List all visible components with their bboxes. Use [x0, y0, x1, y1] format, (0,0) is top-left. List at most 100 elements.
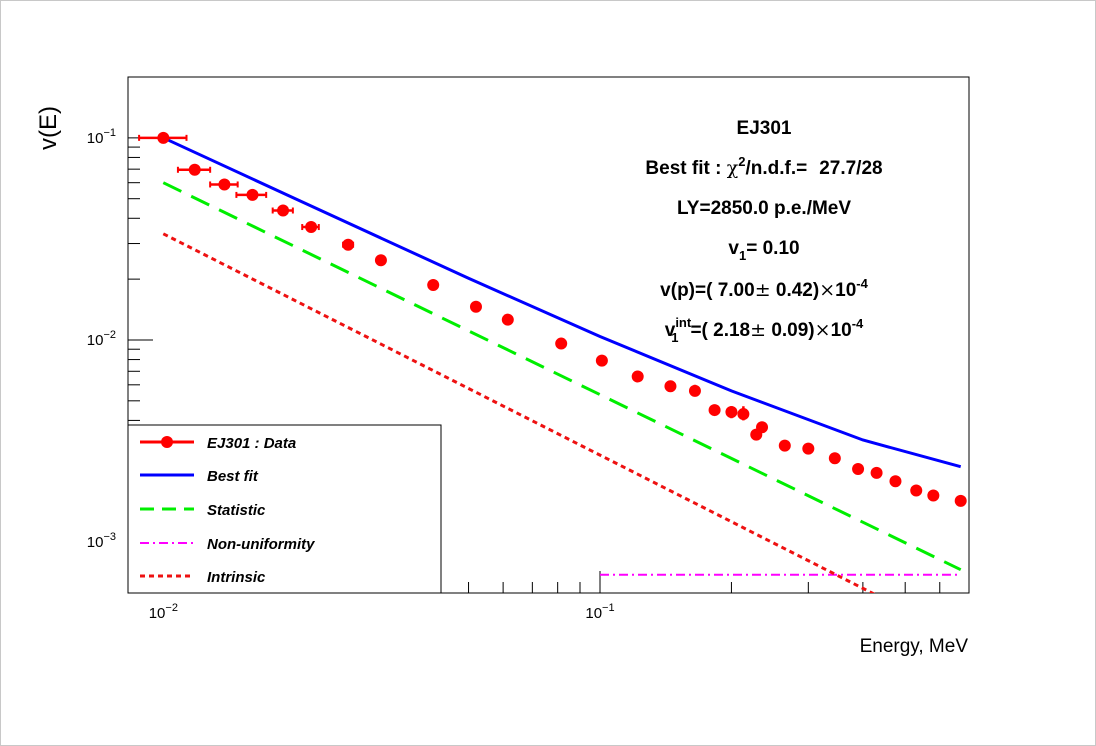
data-marker: [802, 442, 815, 455]
data-marker: [664, 380, 677, 393]
legend-swatch-data-marker: [161, 436, 173, 448]
data-point: [235, 188, 268, 201]
ann-vint-exp: -4: [852, 316, 864, 331]
ann-vint-sub: 1: [671, 330, 678, 345]
data-point: [737, 406, 750, 421]
data-marker: [595, 354, 608, 367]
x-tick-label: 10−1: [585, 602, 614, 622]
ann-vp-exp: -4: [856, 276, 868, 291]
curve-intr: [162, 232, 876, 593]
data-marker: [828, 452, 841, 465]
ann-vint-times: ×: [815, 319, 831, 341]
x-axis-title: Energy, MeV: [860, 636, 969, 657]
y-axis-title: v(E): [35, 106, 62, 150]
data-point: [209, 178, 239, 191]
data-marker: [954, 494, 967, 507]
data-marker: [218, 178, 231, 191]
data-marker: [188, 163, 201, 176]
ann-vint-pm: ±: [750, 319, 766, 341]
data-marker: [910, 484, 923, 497]
ann-fit-prefix: Best fit :: [645, 158, 726, 179]
data-marker: [427, 279, 440, 292]
data-point: [870, 466, 883, 479]
ann-chi-sup: 2: [738, 154, 745, 169]
y-tick-label: 10−2: [87, 329, 116, 349]
ann-vint-prefix: =( 2.18: [690, 320, 750, 341]
ann-v1-sub: 1: [739, 248, 746, 263]
data-point: [138, 131, 188, 144]
data-point: [664, 380, 677, 393]
legend-label-data: EJ301 : Data: [207, 435, 296, 452]
ann-v1-line: v1= 0.10: [728, 238, 799, 263]
legend-label-nonuni: Non-uniformity: [207, 536, 315, 553]
ann-ly: LY=2850.0 p.e./MeV: [677, 198, 851, 219]
data-point: [852, 462, 865, 475]
ann-vp-ten: 10: [835, 280, 856, 301]
ann-chi: χ: [727, 157, 739, 179]
data-marker: [756, 421, 769, 434]
y-tick-label-exp: −1: [103, 127, 116, 139]
data-point: [469, 300, 482, 313]
legend-label-fit: Best fit: [207, 468, 259, 485]
legend: EJ301 : Data Best fit Statistic Non-unif…: [127, 424, 442, 594]
tick-labels: 10−2 10−110−110−210−3: [87, 127, 615, 622]
data-point: [828, 452, 841, 465]
ann-vint-line: vint 1 =( 2.18± 0.09)×10-4: [665, 315, 864, 345]
x-tick-label: 10−2: [149, 602, 178, 622]
model-curves: [162, 136, 962, 593]
data-marker: [737, 408, 750, 421]
data-point: [725, 406, 738, 419]
data-marker: [501, 313, 514, 326]
ann-fit-middle: /n.d.f.=: [745, 158, 807, 179]
data-marker: [778, 439, 791, 452]
data-marker: [688, 384, 701, 397]
data-marker: [555, 337, 568, 350]
data-point: [176, 163, 212, 176]
legend-box: [127, 424, 442, 594]
legend-label-stat: Statistic: [207, 502, 266, 519]
curve-fit: [162, 136, 962, 469]
ann-vint-sup: int: [675, 315, 692, 330]
data-marker: [927, 489, 940, 502]
ann-fit-value: 27.7/28: [819, 158, 882, 179]
data-point: [374, 254, 387, 267]
ann-vint-err: 0.09): [766, 320, 815, 341]
data-point: [501, 313, 514, 326]
x-tick-label-base: 10: [585, 605, 602, 622]
data-point: [954, 494, 967, 507]
ann-vint-base: v: [665, 320, 676, 341]
data-marker: [374, 254, 387, 267]
y-tick-label: 10−1: [87, 127, 116, 147]
data-point: [342, 238, 355, 251]
y-tick-label-base: 10: [87, 332, 104, 349]
plot-frame: [127, 76, 970, 594]
y-tick-label-base: 10: [87, 534, 104, 551]
data-point: [778, 439, 791, 452]
data-point: [555, 337, 568, 350]
data-point: [631, 370, 644, 383]
ann-fit-line: Best fit : χ2/n.d.f.= 27.7/28: [645, 154, 882, 179]
data-point: [927, 489, 940, 502]
y-tick-label-exp: −3: [103, 531, 116, 543]
data-marker: [708, 404, 721, 417]
data-marker: [305, 221, 318, 234]
ann-vp-times: ×: [819, 279, 835, 301]
legend-label-intr: Intrinsic: [207, 569, 266, 586]
data-point: [688, 384, 701, 397]
data-point: [802, 442, 815, 455]
ann-v1-base: v: [728, 238, 739, 259]
ann-v1-value: = 0.10: [746, 238, 799, 259]
data-marker: [631, 370, 644, 383]
ann-title: EJ301: [737, 118, 792, 139]
data-marker: [277, 204, 290, 217]
data-point: [427, 279, 440, 292]
data-point: [910, 484, 923, 497]
fit-annotation: EJ301 Best fit : χ2/n.d.f.= 27.7/28 LY=28…: [645, 118, 882, 345]
data-marker: [852, 462, 865, 475]
y-tick-label: 10−3: [87, 531, 116, 551]
data-marker: [725, 406, 738, 419]
x-tick-label-exp: −1: [602, 602, 615, 614]
data-point: [889, 475, 902, 488]
ann-vp-prefix: v(p)=( 7.00: [660, 280, 755, 301]
